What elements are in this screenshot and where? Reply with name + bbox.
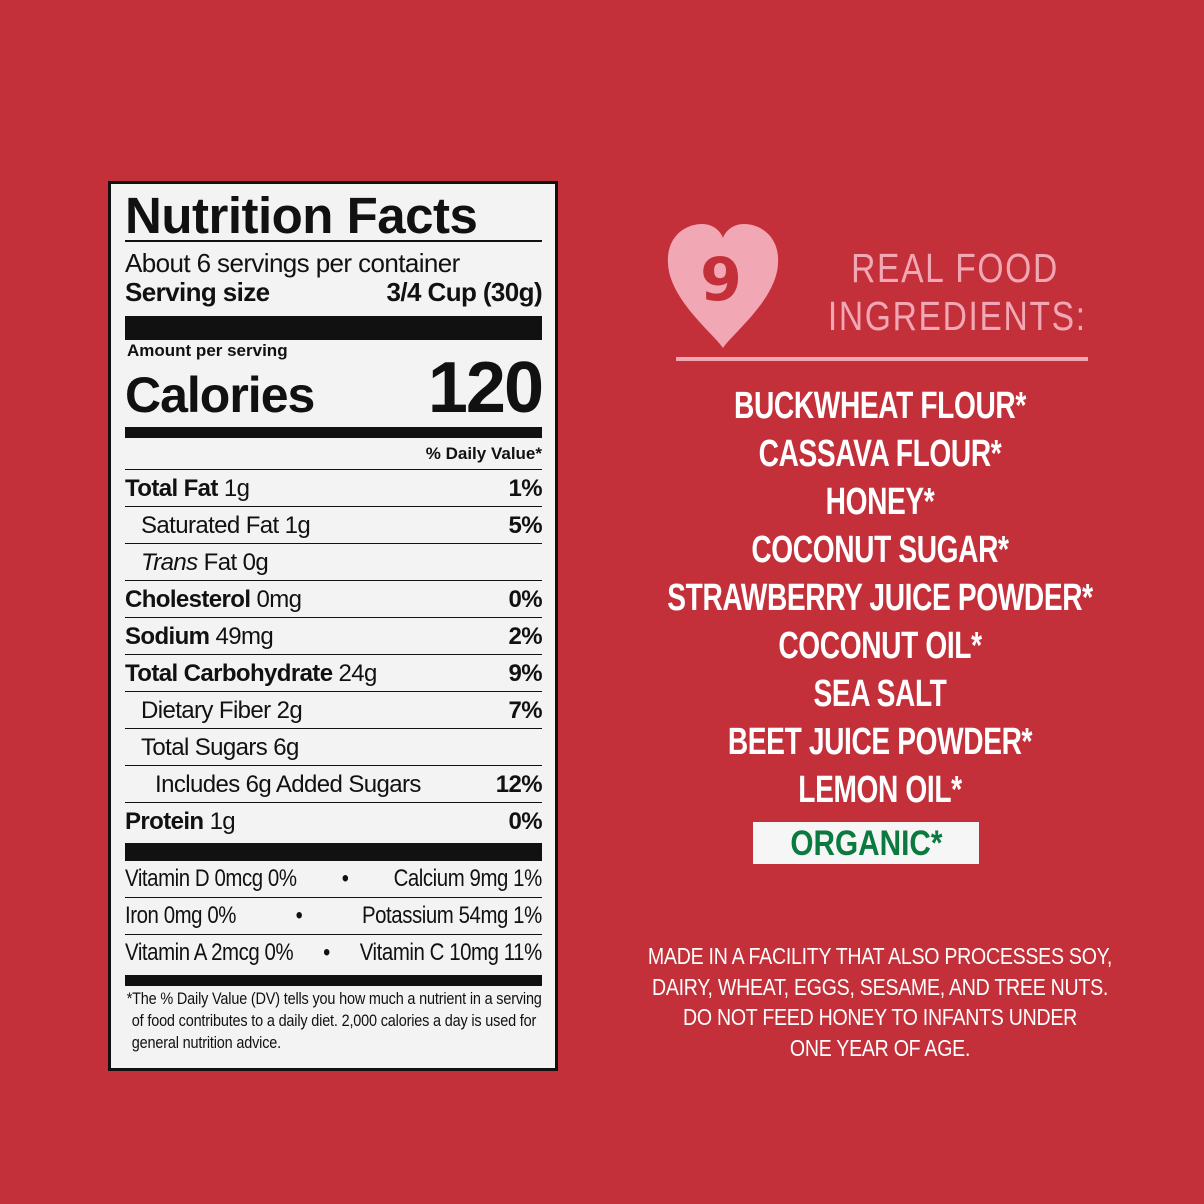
nutrient-row: Saturated Fat 1g 5% [125, 507, 543, 544]
vitamin-left: Vitamin A 2mcg 0% [125, 939, 294, 966]
nutrient-row: Dietary Fiber 2g 7% [125, 692, 543, 729]
serving-size-label: Serving size [125, 277, 270, 307]
vitamin-left: Iron 0mg 0% [125, 902, 236, 929]
nutrient-amount: 0mg [256, 586, 302, 613]
ingredients-list: BUCKWHEAT FLOUR* CASSAVA FLOUR* HONEY* COCO… [580, 382, 1180, 814]
nutrient-name-amount: Saturated Fat 1g [125, 507, 311, 543]
vitamin-left: Vitamin D 0mcg 0% [125, 865, 297, 892]
vitamin-row-wrapper: Iron 0mg 0% • Potassium 54mg 1% [125, 898, 542, 935]
heart-badge-icon: 9 [667, 224, 779, 348]
vitamin-row: Iron 0mg 0% • Potassium 54mg 1% [125, 898, 542, 934]
divider [125, 975, 542, 986]
nutrient-daily-value: 5% [508, 512, 543, 539]
heading-line-2: INGREDIENTS: [827, 293, 1087, 339]
serving-size-value: 3/4 Cup (30g) [386, 277, 543, 307]
ingredient-item: CASSAVA FLOUR* [758, 433, 1002, 475]
nutrient-name: Sodium [125, 623, 210, 650]
nutrient-row: Total Fat 1g 1% [125, 470, 543, 507]
nutrient-name-amount: Total Fat 1g [125, 470, 250, 506]
nutrient-row: Protein 1g 0% [125, 803, 543, 840]
organic-badge: ORGANIC* [753, 822, 979, 864]
nutrient-daily-value: 2% [508, 623, 543, 650]
nutrient-name-amount: Total Carbohydrate 24g [125, 655, 377, 691]
footnote: *The % Daily Value (DV) tells you how mu… [126, 989, 542, 1052]
nutrient-daily-value: 12% [495, 771, 543, 798]
nutrient-name: Dietary Fiber 2g [141, 697, 303, 724]
heading-divider [676, 357, 1088, 361]
divider [125, 427, 542, 438]
nutrient-name: Protein [125, 808, 204, 835]
nutrient-row: Sodium 49mg 2% [125, 618, 543, 655]
nutrient-name-amount: Cholesterol 0mg [125, 581, 302, 617]
nutrient-name: Trans [141, 549, 198, 576]
ingredient-item: BEET JUICE POWDER* [727, 721, 1033, 763]
nutrient-row: Total Sugars 6g [125, 729, 542, 766]
nutrient-name-amount: Total Sugars 6g [125, 729, 299, 765]
ingredient-item: SEA SALT [813, 673, 947, 715]
nutrient-name-amount: Dietary Fiber 2g [125, 692, 303, 728]
ingredient-item: STRAWBERRY JUICE POWDER* [667, 577, 1093, 619]
nutrient-name-amount: Sodium 49mg [125, 618, 274, 654]
nutrient-amount: Fat 0g [203, 549, 269, 576]
ingredient-item: BUCKWHEAT FLOUR* [734, 385, 1026, 427]
vitamin-row-wrapper: Vitamin A 2mcg 0% • Vitamin C 10mg 11% [125, 935, 542, 972]
nutrient-name: Cholesterol [125, 586, 251, 613]
nutrient-name: Total Sugars 6g [141, 734, 299, 761]
heading-line-1: REAL FOOD [851, 245, 1059, 291]
footnote-wrapper: *The % Daily Value (DV) tells you how mu… [125, 986, 542, 1060]
nutrient-daily-value: 7% [508, 697, 543, 724]
daily-value-header: % Daily Value* [125, 438, 542, 470]
calories-value: 120 [427, 348, 544, 428]
bullet: • [295, 902, 303, 929]
nutrient-name: Total Carbohydrate [125, 660, 333, 687]
nutrition-facts-label: Nutrition Facts About 6 servings per con… [108, 181, 558, 1071]
amount-per-serving: Amount per serving [127, 341, 288, 360]
warning-line: MADE IN A FACILITY THAT ALSO PROCESSES S… [647, 943, 1113, 969]
nutrient-name-amount: Includes 6g Added Sugars [125, 766, 421, 802]
allergen-warning: MADE IN A FACILITY THAT ALSO PROCESSES S… [560, 941, 1200, 1063]
servings-per-container: About 6 servings per container [125, 248, 460, 278]
divider [125, 316, 542, 340]
nutrient-name: Saturated Fat 1g [141, 512, 311, 539]
nutrient-row: Cholesterol 0mg 0% [125, 581, 543, 618]
nutrient-amount: 1g [223, 475, 250, 502]
warning-line: ONE YEAR OF AGE. [789, 1034, 971, 1061]
vitamin-row-wrapper: Vitamin D 0mcg 0% • Calcium 9mg 1% [125, 861, 542, 898]
nutrient-row: Total Carbohydrate 24g 9% [125, 655, 543, 692]
nutrient-daily-value: 9% [508, 660, 543, 687]
vitamin-row: Vitamin D 0mcg 0% • Calcium 9mg 1% [125, 861, 542, 897]
nutrient-row: Trans Fat 0g [125, 544, 542, 581]
vitamin-right: Vitamin C 10mg 11% [359, 939, 542, 966]
calories-label: Calories [125, 367, 315, 423]
nutrient-name: Total Fat [125, 475, 218, 502]
bullet: • [341, 865, 349, 892]
vitamin-right: Calcium 9mg 1% [393, 865, 542, 892]
nutrition-title: Nutrition Facts [125, 184, 542, 244]
nutrient-row: Includes 6g Added Sugars 12% [125, 766, 543, 803]
nutrient-amount: 49mg [215, 623, 274, 650]
serving-size: Serving size 3/4 Cup (30g) [125, 276, 543, 310]
ingredient-item: LEMON OIL* [798, 769, 962, 811]
nutrient-daily-value: 0% [508, 808, 543, 835]
nutrient-daily-value: 1% [508, 475, 543, 502]
badge-number: 9 [700, 245, 742, 315]
calories: Calories 120 [125, 352, 544, 424]
vitamin-row: Vitamin A 2mcg 0% • Vitamin C 10mg 11% [125, 935, 542, 971]
nutrient-name-amount: Trans Fat 0g [125, 544, 269, 580]
ingredient-item: COCONUT OIL* [778, 625, 982, 667]
bullet: • [323, 939, 330, 966]
ingredients-heading: REAL FOOD INGREDIENTS: [800, 244, 1110, 340]
ingredient-item: COCONUT SUGAR* [751, 529, 1009, 571]
organic-label: ORGANIC* [789, 824, 943, 863]
divider [125, 843, 542, 861]
nutrient-name-amount: Protein 1g [125, 803, 236, 840]
nutrient-amount: 1g [209, 808, 236, 835]
ingredient-item: HONEY* [825, 481, 935, 523]
vitamin-right: Potassium 54mg 1% [361, 902, 542, 929]
nutrient-amount: 24g [338, 660, 378, 687]
nutrient-daily-value: 0% [508, 586, 543, 613]
warning-line: DO NOT FEED HONEY TO INFANTS UNDER [682, 1004, 1077, 1030]
nutrient-name: Includes 6g Added Sugars [155, 771, 421, 798]
warning-line: DAIRY, WHEAT, EGGS, SESAME, AND TREE NUT… [651, 973, 1109, 1000]
